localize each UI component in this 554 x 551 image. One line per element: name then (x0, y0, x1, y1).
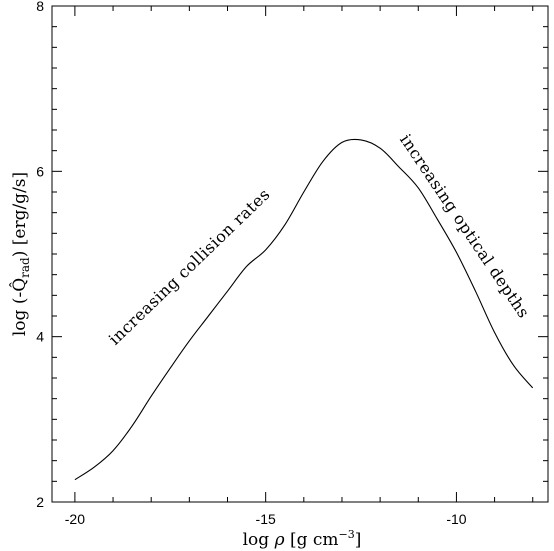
y-tick-label: 8 (36, 0, 44, 14)
y-tick-label: 2 (36, 494, 44, 510)
x-tick-label: -10 (446, 511, 466, 527)
annotation-1: increasing optical depths (396, 131, 533, 322)
y-axis-label: log (-Q̂rad) [erg/g/s] (10, 172, 32, 336)
x-tick-label: -15 (256, 511, 276, 527)
annotations: increasing collision rates increasing opt… (105, 131, 534, 349)
x-tick-label: -20 (65, 511, 85, 527)
axis-ticks (52, 5, 548, 503)
x-axis-label: log ρ [g cm−3] (243, 528, 362, 550)
annotation-0: increasing collision rates (105, 185, 274, 349)
series-line (74, 138, 534, 481)
y-tick-label: 6 (36, 163, 44, 179)
y-tick-label: 4 (36, 329, 44, 345)
tick-labels: -20 -15 -10 2 4 6 8 (36, 0, 467, 527)
